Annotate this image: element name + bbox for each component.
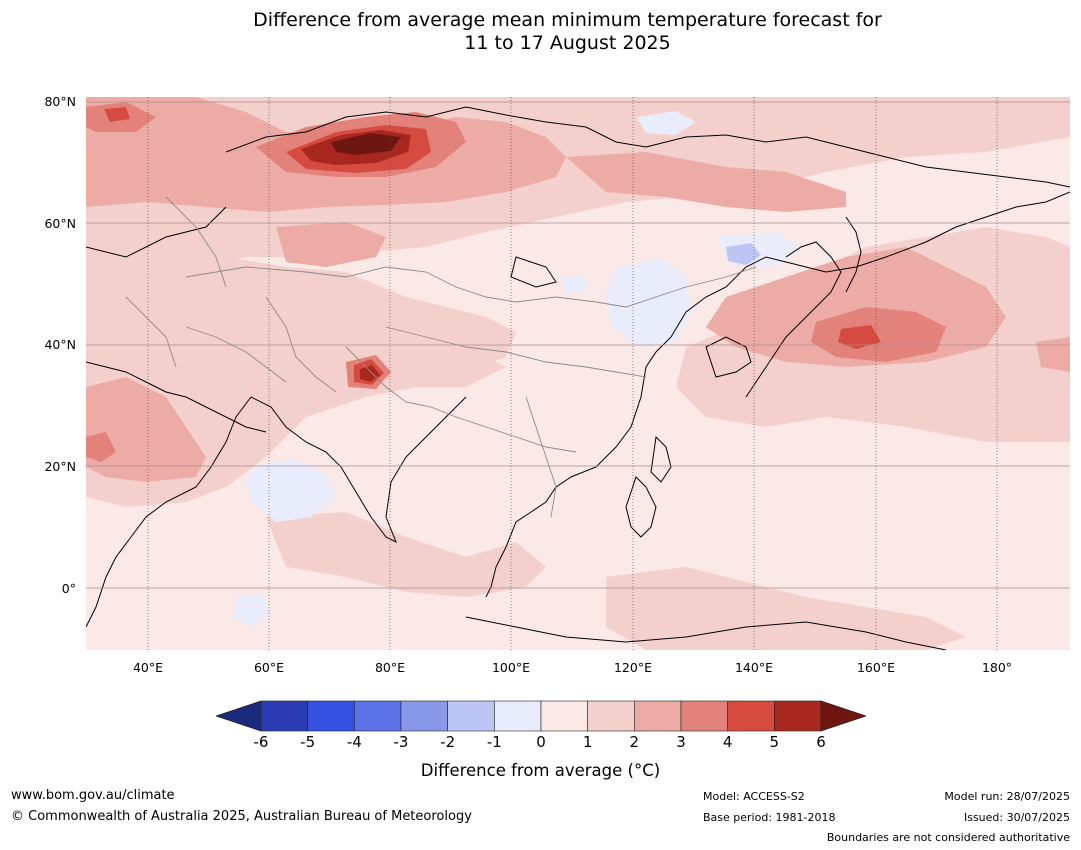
footer-base-period: Base period: 1981-2018 xyxy=(703,811,836,824)
chart-title: Difference from average mean minimum tem… xyxy=(0,9,1081,55)
colorbar xyxy=(214,700,868,732)
colorbar-segment xyxy=(494,700,542,732)
anomaly-above-6-region xyxy=(331,133,401,155)
colorbar-segment xyxy=(587,700,635,732)
lon-label-140e: 140°E xyxy=(734,660,773,675)
colorbar-segment xyxy=(680,700,728,732)
colorbar-segment xyxy=(260,700,308,732)
footer-copyright: © Commonwealth of Australia 2025, Austra… xyxy=(11,809,472,824)
colorbar-extend-low xyxy=(214,700,262,732)
lat-label-60n: 60°N xyxy=(44,216,76,231)
colorbar-tick-label: -1 xyxy=(486,733,502,751)
lon-label-60e: 60°E xyxy=(253,660,285,675)
footer-issued: Issued: 30/07/2025 xyxy=(963,811,1070,824)
colorbar-segment xyxy=(354,700,402,732)
lon-label-80e: 80°E xyxy=(374,660,406,675)
colorbar-svg xyxy=(214,700,868,732)
colorbar-segment xyxy=(540,700,588,732)
colorbar-tick-label: 5 xyxy=(769,733,780,751)
forecast-map xyxy=(86,97,1070,650)
country-borders xyxy=(125,196,757,518)
colorbar-segment xyxy=(447,700,495,732)
colorbar-tick-label: 2 xyxy=(629,733,640,751)
lon-label-40e: 40°E xyxy=(132,660,164,675)
colorbar-tick-label: -5 xyxy=(300,733,316,751)
title-line-1: Difference from average mean minimum tem… xyxy=(253,9,882,31)
colorbar-tick-label: 6 xyxy=(816,733,826,751)
colorbar-segment xyxy=(307,700,355,732)
lat-label-0: 0° xyxy=(61,581,76,596)
lat-label-80n: 80°N xyxy=(44,94,76,109)
lon-label-180: 180° xyxy=(981,660,1013,675)
negative-anomaly-core xyxy=(726,243,761,265)
lat-label-20n: 20°N xyxy=(44,459,76,474)
colorbar-segment xyxy=(727,700,775,732)
meridian-gridlines xyxy=(147,97,998,650)
colorbar-label: Difference from average (°C) xyxy=(420,761,661,780)
footer-url: www.bom.gov.au/climate xyxy=(11,788,175,803)
map-svg xyxy=(86,97,1070,650)
colorbar-tick-label: 1 xyxy=(582,733,593,751)
coastlines xyxy=(86,106,1070,650)
footer-model: Model: ACCESS-S2 xyxy=(703,790,805,803)
colorbar-tick-label: -2 xyxy=(440,733,456,751)
colorbar-tick-label: 0 xyxy=(536,733,546,751)
colorbar-tick-label: -3 xyxy=(393,733,409,751)
colorbar-extend-high xyxy=(820,700,868,732)
colorbar-segment xyxy=(400,700,448,732)
lon-label-160e: 160°E xyxy=(856,660,895,675)
colorbar-segment xyxy=(774,700,822,732)
colorbar-tick-label: -4 xyxy=(346,733,362,751)
lon-label-120e: 120°E xyxy=(613,660,652,675)
colorbar-segment xyxy=(634,700,682,732)
colorbar-tick-label: -6 xyxy=(253,733,269,751)
lon-label-100e: 100°E xyxy=(491,660,530,675)
colorbar-tick-label: 4 xyxy=(722,733,733,751)
title-line-2: 11 to 17 August 2025 xyxy=(464,32,671,54)
colorbar-tick-label: 3 xyxy=(676,733,686,751)
footer-boundaries-note: Boundaries are not considered authoritat… xyxy=(826,831,1070,844)
lat-label-40n: 40°N xyxy=(44,337,76,352)
footer-model-run: Model run: 28/07/2025 xyxy=(944,790,1070,803)
parallel-gridlines xyxy=(86,101,1070,589)
